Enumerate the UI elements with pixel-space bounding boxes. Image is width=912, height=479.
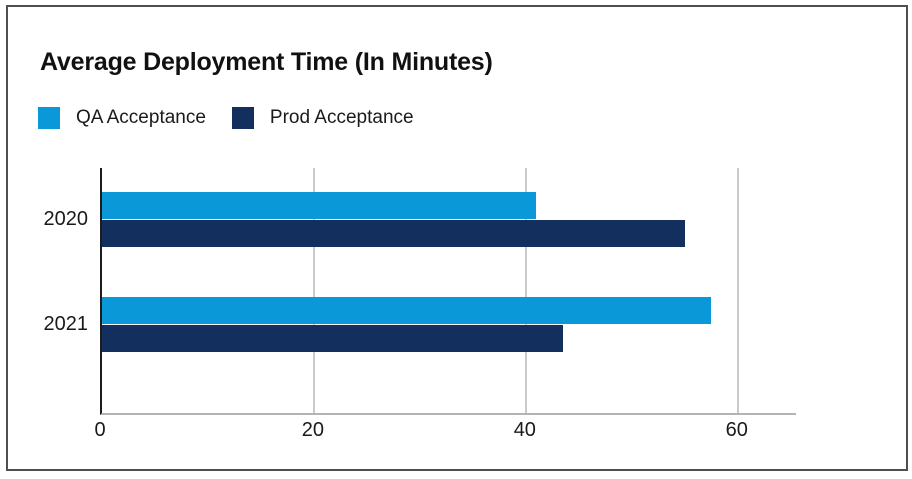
x-tick-label-40: 40	[513, 419, 536, 441]
plot-area	[100, 168, 796, 415]
gridline-60	[736, 168, 739, 413]
gridline-40	[524, 168, 527, 413]
x-tick-label-0: 0	[94, 419, 106, 441]
bar-prod-acceptance-2021	[102, 325, 563, 352]
gridline-20	[312, 168, 315, 413]
legend-label-qa: QA Acceptance	[76, 107, 206, 128]
x-tick-label-20: 20	[301, 419, 325, 441]
y-category-label-2021: 2021	[43, 313, 89, 335]
bar-qa-acceptance-2020	[102, 192, 537, 219]
legend-label-prod: Prod Acceptance	[269, 107, 414, 128]
bar-prod-acceptance-2020	[102, 220, 685, 247]
legend: QA Acceptance Prod Acceptance	[38, 107, 414, 129]
x-tick-label-60: 60	[725, 419, 748, 441]
y-category-label-2020: 2020	[43, 208, 89, 230]
chart-title: Average Deployment Time (In Minutes)	[40, 48, 493, 76]
legend-item-qa: QA Acceptance	[38, 107, 206, 129]
legend-item-prod: Prod Acceptance	[231, 107, 414, 129]
legend-swatch-qa-icon	[38, 107, 60, 129]
bar-qa-acceptance-2021	[102, 297, 712, 324]
legend-swatch-prod-icon	[231, 107, 254, 129]
